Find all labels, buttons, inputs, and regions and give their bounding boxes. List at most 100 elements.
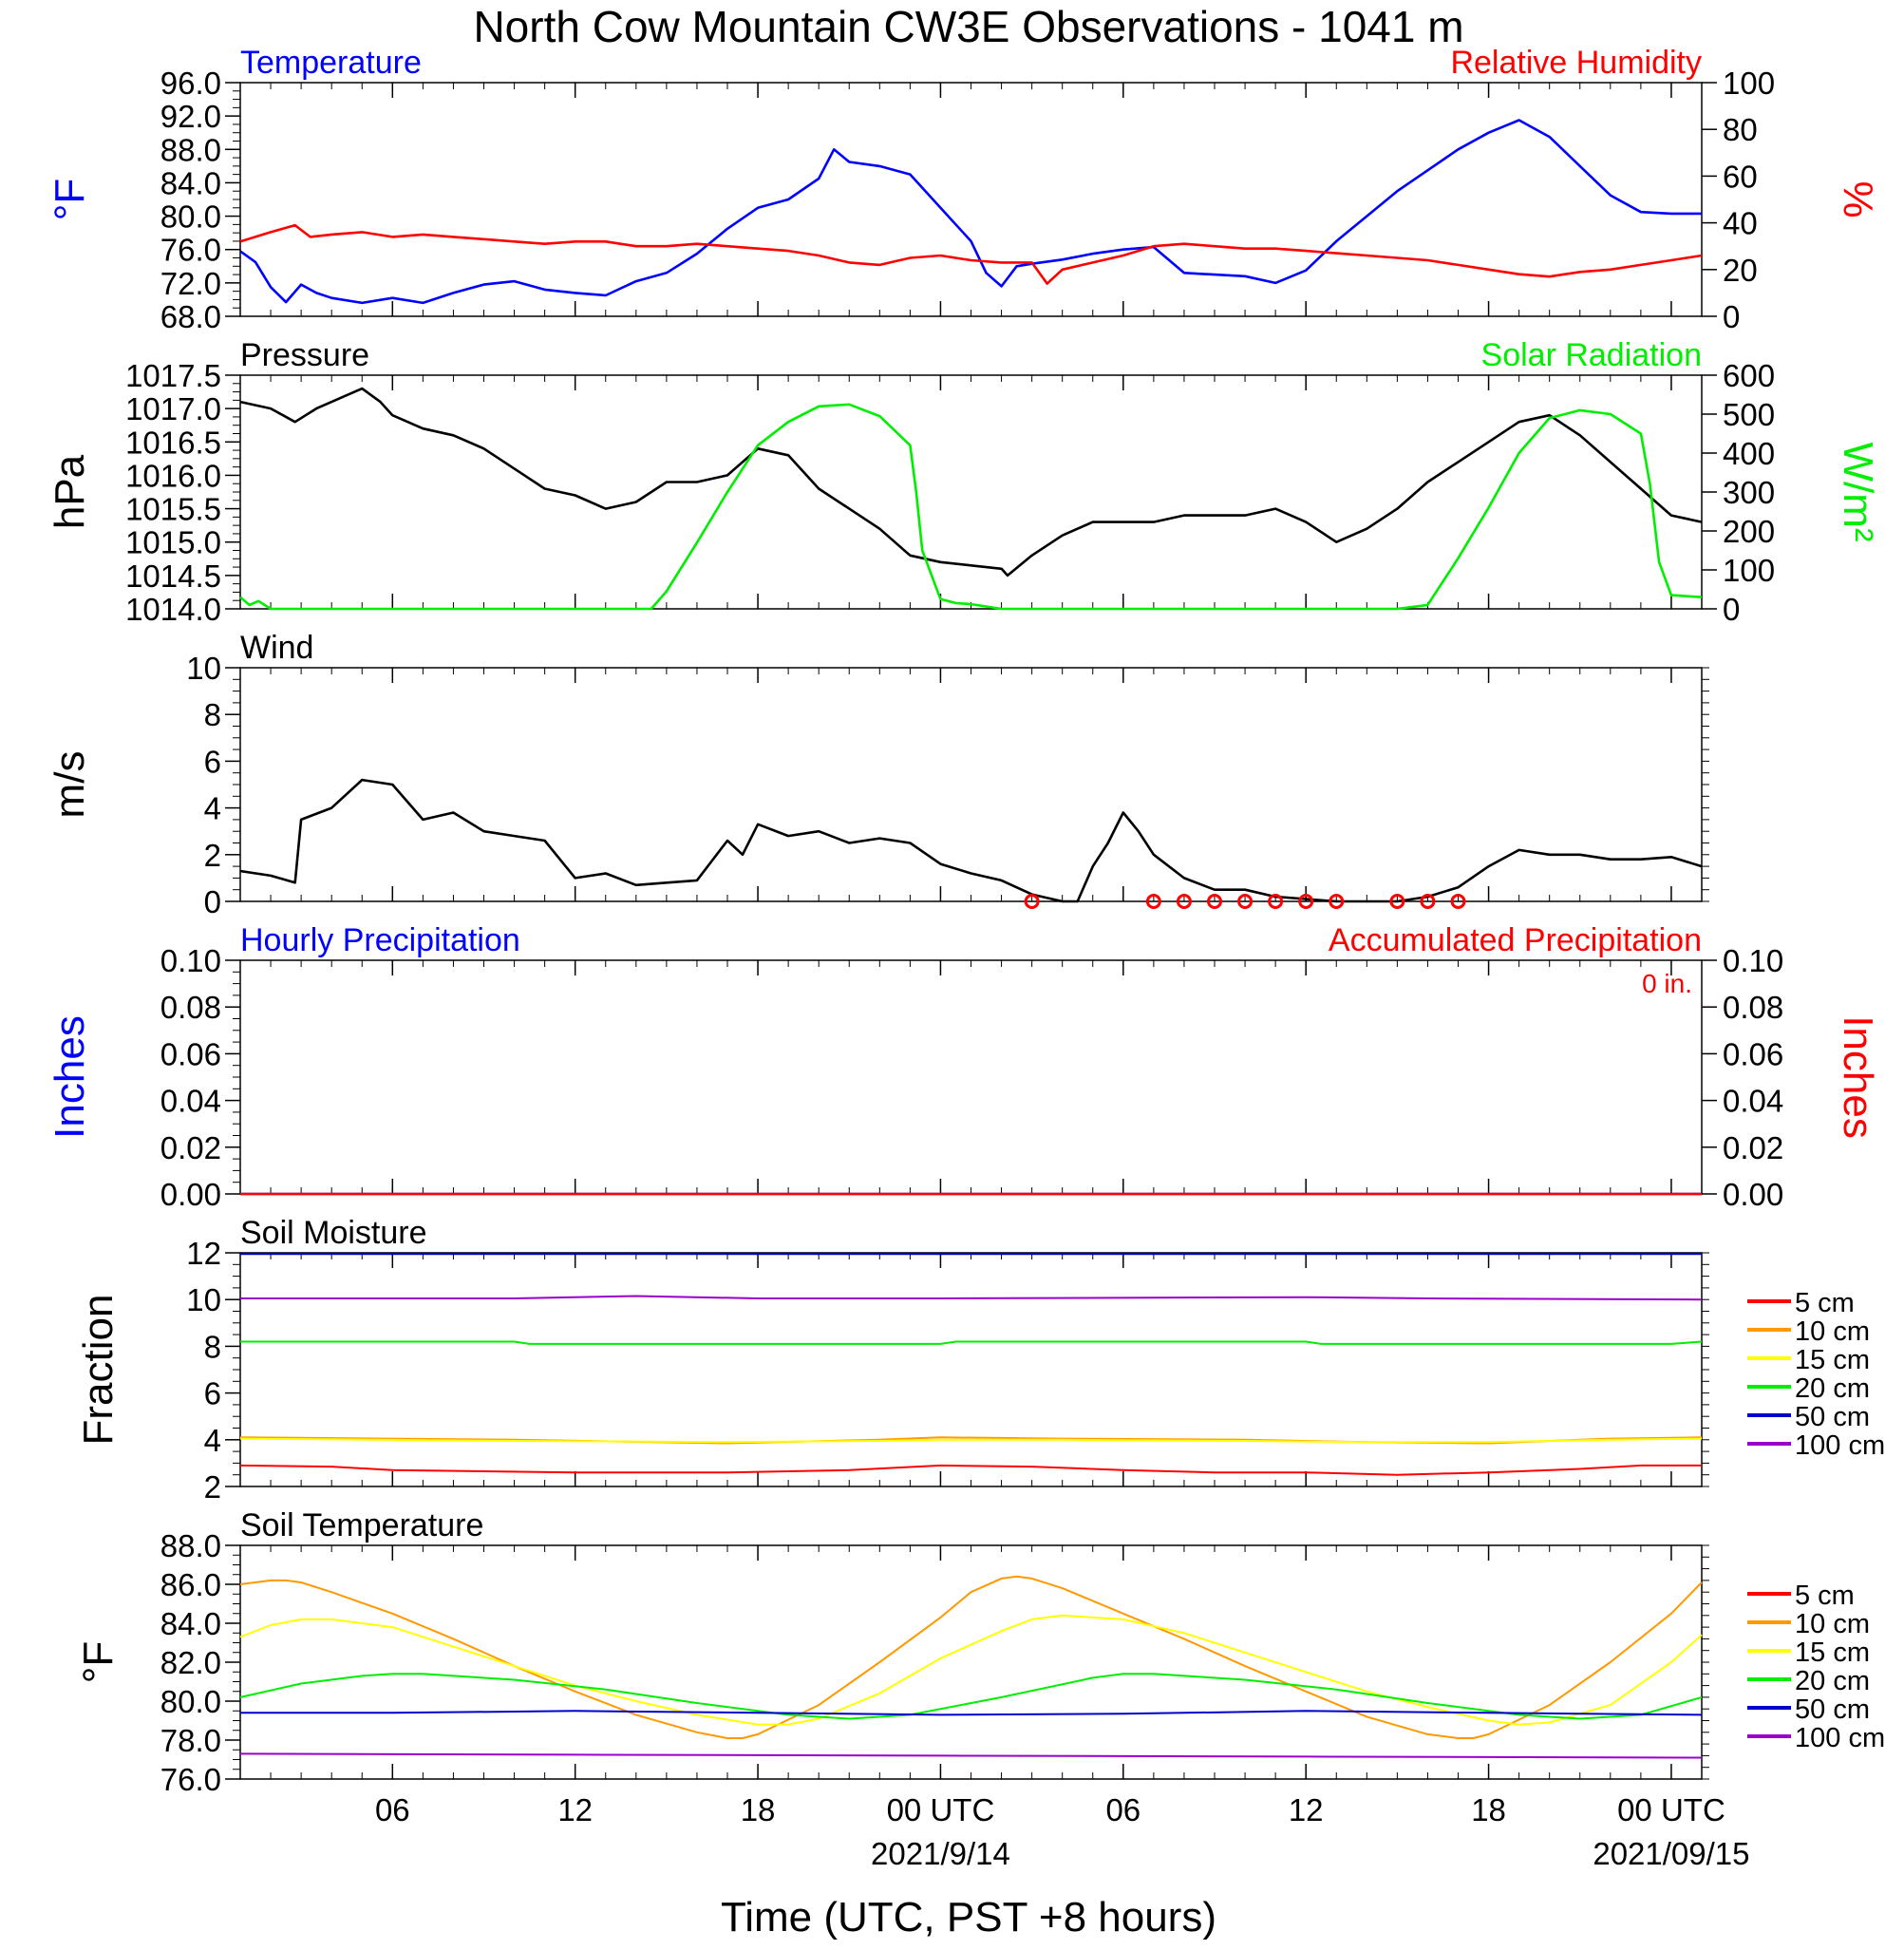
calm-wind-marker: [1024, 894, 1040, 909]
legend-label: 100 cm: [1795, 1723, 1885, 1753]
soil-moisture-frame: [239, 1252, 1703, 1487]
series-line-15-cm: [239, 1437, 1703, 1444]
calm-wind-marker: [1389, 894, 1405, 909]
series-line-pressure: [239, 387, 1703, 577]
x-tick-label: 00 UTC: [887, 1792, 995, 1827]
legend-label: 5 cm: [1795, 1581, 1855, 1611]
series-line-temperature: [239, 119, 1702, 305]
legend-label: 5 cm: [1795, 1288, 1855, 1318]
pressure-solar-title-left: Pressure: [240, 337, 369, 373]
precipitation-frame: [239, 959, 1703, 1195]
x-tick-label: 18: [1471, 1792, 1506, 1827]
pressure-solar-panel: 1014.01014.51015.01015.51016.01016.51017…: [47, 337, 1881, 627]
legend-label: 100 cm: [1795, 1430, 1885, 1461]
y-right-tick-label: 0.00: [1723, 1177, 1783, 1212]
soil-moisture-title-left: Soil Moisture: [240, 1215, 427, 1251]
calm-wind-marker: [1237, 894, 1254, 909]
y-right-tick-label: 0: [1723, 592, 1740, 627]
temperature-humidity-frame: [239, 82, 1703, 317]
series-line-50-cm: [240, 1710, 1703, 1716]
x-tick-label: 06: [375, 1792, 410, 1827]
legend-label: 15 cm: [1795, 1638, 1870, 1668]
calm-wind-marker: [1207, 894, 1222, 909]
soil-temperature-title-left: Soil Temperature: [240, 1507, 483, 1543]
y-left-tick-label: 72.0: [160, 266, 221, 301]
pressure-solar-ylabel-left: hPa: [47, 454, 93, 529]
accumulated-total-label: 0 in.: [1642, 969, 1692, 998]
y-left-tick-label: 96.0: [160, 66, 221, 101]
precipitation-title-left: Hourly Precipitation: [240, 922, 520, 958]
x-tick-label: 12: [1289, 1792, 1324, 1827]
date-label: 2021/09/15: [1593, 1836, 1749, 1871]
wind-panel: 0 2 4 6 8 10 Wind m/s: [47, 630, 1709, 919]
x-tick-label: 00 UTC: [1617, 1792, 1725, 1827]
y-right-tick-label: 300: [1723, 475, 1775, 510]
y-right-tick-label: 0.10: [1723, 943, 1783, 978]
temperature-humidity-panel: 68.072.076.080.084.088.092.096.0 0 20 40 60 8…: [47, 45, 1881, 334]
precipitation-title-right: Accumulated Precipitation: [1329, 922, 1702, 958]
y-right-tick-label: 0.04: [1723, 1084, 1783, 1119]
y-right-tick-label: 60: [1723, 159, 1758, 194]
y-left-tick-label: 6: [204, 1376, 221, 1411]
y-left-tick-label: 76.0: [160, 1762, 221, 1797]
y-left-tick-label: 4: [204, 1423, 221, 1458]
temperature-humidity-ylabel-right: %: [1835, 180, 1881, 218]
y-left-tick-label: 88.0: [160, 132, 221, 167]
y-left-tick-label: 86.0: [160, 1567, 221, 1602]
series-line-5-cm: [239, 1464, 1702, 1476]
series-line-100-cm: [240, 1295, 1703, 1301]
wind-ylabel-left: m/s: [47, 751, 93, 819]
y-left-tick-label: 1015.5: [125, 492, 221, 527]
legend-label: 15 cm: [1795, 1345, 1870, 1375]
x-axis-label: Time (UTC, PST +8 hours): [721, 1894, 1216, 1941]
y-right-tick-label: 0: [1723, 299, 1740, 334]
series-line-solar-radiation: [239, 403, 1703, 611]
y-right-tick-label: 200: [1723, 514, 1775, 549]
x-tick-label: 06: [1105, 1792, 1141, 1827]
y-left-tick-label: 0: [204, 884, 221, 919]
y-left-tick-label: 88.0: [160, 1528, 221, 1563]
series-line-15-cm: [239, 1614, 1703, 1726]
y-left-tick-label: 1014.5: [125, 558, 221, 594]
legend-label: 50 cm: [1795, 1694, 1870, 1725]
y-right-tick-label: 100: [1723, 553, 1775, 588]
y-left-tick-label: 76.0: [160, 233, 221, 268]
y-left-tick-label: 0.06: [160, 1036, 221, 1071]
y-right-tick-label: 0.06: [1723, 1036, 1783, 1071]
calm-wind-marker: [1268, 894, 1284, 909]
pressure-solar-title-right: Solar Radiation: [1481, 337, 1702, 373]
y-left-tick-label: 12: [186, 1236, 221, 1271]
y-right-tick-label: 0.08: [1723, 990, 1783, 1025]
y-left-tick-label: 0.02: [160, 1130, 221, 1165]
y-right-tick-label: 100: [1723, 66, 1775, 101]
y-left-tick-label: 2: [204, 1469, 221, 1505]
y-right-tick-label: 0.02: [1723, 1130, 1783, 1165]
y-right-tick-label: 80: [1723, 112, 1758, 147]
temperature-humidity-ylabel-left: °F: [47, 179, 93, 220]
date-label: 2021/9/14: [871, 1836, 1010, 1871]
series-line-wind-speed: [239, 778, 1703, 903]
legend-label: 10 cm: [1795, 1316, 1870, 1347]
y-left-tick-label: 80.0: [160, 199, 221, 235]
y-left-tick-label: 1017.0: [125, 391, 221, 426]
y-left-tick-label: 10: [186, 1282, 221, 1317]
y-left-tick-label: 68.0: [160, 299, 221, 334]
legend-label: 20 cm: [1795, 1373, 1870, 1404]
precipitation-panel: 0.00 0.02 0.04 0.06 0.08 0.10 0.00 0.02 0.04 0.06…: [47, 922, 1881, 1212]
series-line-20-cm: [239, 1673, 1703, 1720]
y-right-tick-label: 600: [1723, 358, 1775, 393]
series-line-10-cm: [239, 1575, 1703, 1739]
x-tick-label: 12: [557, 1792, 593, 1827]
y-left-tick-label: 1014.0: [125, 592, 221, 627]
y-left-tick-label: 6: [204, 744, 221, 779]
series-line-relative-humidity: [239, 223, 1703, 285]
calm-wind-marker: [1420, 894, 1436, 909]
calm-wind-marker: [1176, 894, 1192, 909]
calm-wind-marker: [1145, 894, 1161, 909]
precipitation-ylabel-left: Inches: [47, 1015, 93, 1139]
pressure-solar-ylabel-right: W/m²: [1835, 442, 1881, 541]
y-left-tick-label: 4: [204, 791, 221, 826]
y-left-tick-label: 0.10: [160, 943, 221, 978]
wind-title-left: Wind: [240, 630, 313, 666]
